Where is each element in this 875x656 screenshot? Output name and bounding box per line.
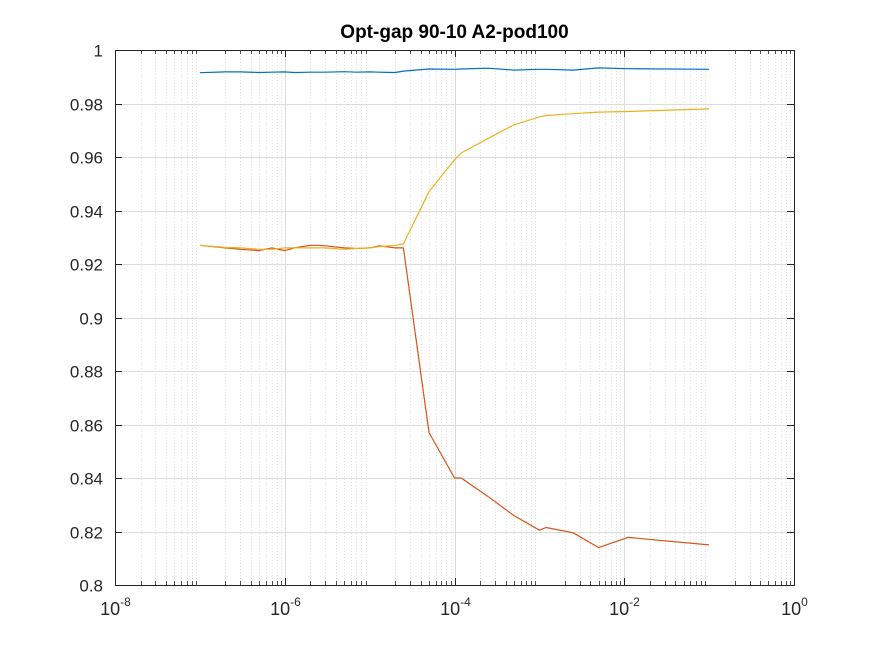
x-tick-label-base: 10 — [440, 599, 460, 619]
x-tick-label-base: 10 — [609, 599, 629, 619]
x-tick-label-exponent: 0 — [801, 595, 808, 609]
x-tick-label: 10-8 — [100, 595, 131, 619]
x-tick-label: 10-4 — [440, 595, 471, 619]
series-line-1 — [199, 67, 710, 74]
y-tick-label: 0.9 — [79, 310, 103, 329]
x-tick-label-exponent: -2 — [629, 595, 640, 609]
tick-marks — [115, 50, 795, 586]
minor-grid — [141, 50, 791, 585]
y-tick-label: 0.8 — [79, 577, 103, 596]
y-tick-label: 0.96 — [70, 149, 103, 168]
y-tick-label: 0.82 — [70, 524, 103, 543]
y-tick-label: 0.84 — [70, 470, 103, 489]
y-tick-label: 0.94 — [70, 203, 103, 222]
x-tick-label-base: 10 — [100, 599, 120, 619]
x-tick-label: 10-6 — [270, 595, 301, 619]
series-layer — [199, 67, 710, 549]
plot-area — [115, 50, 794, 585]
y-tick-label: 0.88 — [70, 363, 103, 382]
series-line-3 — [199, 108, 710, 250]
y-tick-label: 1 — [94, 42, 103, 61]
y-tick-label: 0.92 — [70, 256, 103, 275]
y-tick-label: 0.86 — [70, 417, 103, 436]
y-axis-tick-labels: 0.8 0.82 0.84 0.86 0.88 0.9 0.92 0.94 0.96 0.98 1 — [70, 42, 103, 596]
x-tick-label-base: 10 — [781, 599, 801, 619]
y-tick-label: 0.98 — [70, 96, 103, 115]
x-tick-label-exponent: -8 — [120, 595, 131, 609]
x-axis-tick-labels: 10-8 10-6 10-4 10-2 100 — [100, 595, 808, 619]
x-tick-label-base: 10 — [270, 599, 290, 619]
x-tick-label: 10-2 — [609, 595, 640, 619]
x-tick-label: 100 — [781, 595, 808, 619]
chart-title: Opt-gap 90-10 A2-pod100 — [340, 22, 568, 43]
x-tick-label-exponent: -4 — [460, 595, 471, 609]
x-tick-label-exponent: -6 — [290, 595, 301, 609]
